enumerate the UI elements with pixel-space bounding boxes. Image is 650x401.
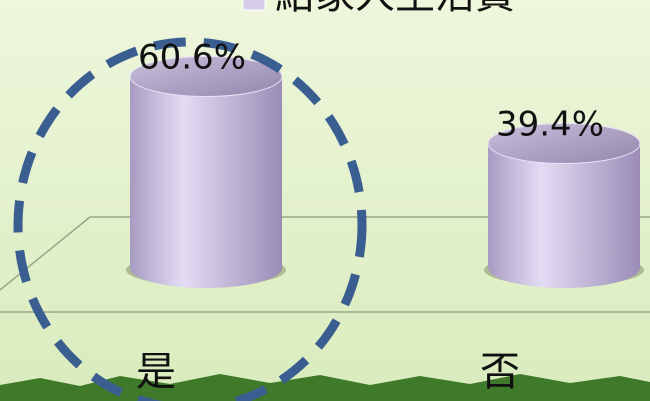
highlight-circle (13, 37, 367, 401)
bar (130, 76, 282, 288)
x-tick-label: 是 (136, 349, 176, 395)
bar-top (129, 56, 283, 98)
x-tick-label: 否 (480, 349, 520, 395)
data-label: 60.6% (138, 38, 246, 78)
grass (0, 374, 650, 401)
legend-swatch (242, 0, 266, 11)
data-label: 39.4% (496, 104, 604, 144)
bar (488, 143, 640, 288)
bar-top (487, 122, 641, 164)
legend-label: 給家人生活費 (275, 0, 515, 18)
